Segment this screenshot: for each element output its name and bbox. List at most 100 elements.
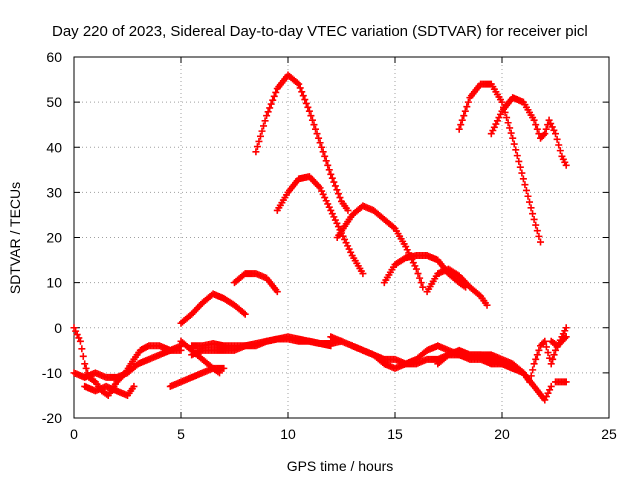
data-point (493, 117, 501, 125)
data-point (295, 80, 303, 88)
data-point (272, 88, 280, 96)
data-point (539, 131, 547, 139)
data-point (487, 130, 495, 138)
data-point (529, 210, 537, 218)
data-point (270, 92, 278, 100)
tick-labels: 0 5 10 15 20 25 -20 -10 0 10 20 30 40 50 60 (42, 49, 617, 442)
data-point (331, 182, 339, 190)
data-point (82, 364, 90, 372)
data-point (527, 372, 535, 380)
data-point (535, 346, 543, 354)
data-point (542, 343, 550, 351)
data-point (524, 192, 532, 200)
data-point (417, 279, 425, 287)
data-point (561, 334, 569, 342)
data-point (512, 146, 520, 154)
data-point (240, 309, 248, 317)
data-point (334, 190, 342, 198)
data-point (312, 125, 320, 133)
y-tick-label: 50 (46, 94, 62, 110)
data-point (75, 334, 83, 342)
data-point (344, 206, 352, 214)
data-point (321, 152, 329, 160)
series-arc-g (231, 270, 281, 296)
data-point (341, 235, 349, 243)
data-point (296, 84, 304, 92)
data-point (322, 197, 330, 205)
data-point (542, 125, 550, 133)
data-point (562, 324, 570, 332)
data-point (299, 92, 307, 100)
data-point (530, 215, 538, 223)
data-point (359, 270, 367, 278)
y-tick-label: 20 (46, 230, 62, 246)
data-point (545, 116, 553, 124)
data-point (321, 194, 329, 202)
axis-ticks (73, 56, 610, 419)
data-point (515, 157, 523, 165)
series-arc-o (552, 378, 570, 386)
data-point (258, 127, 266, 135)
data-point (539, 339, 547, 347)
data-point (532, 355, 540, 363)
data-point (241, 310, 249, 318)
y-tick-label: -10 (42, 365, 62, 381)
x-tick-label: 0 (70, 426, 78, 442)
data-point (260, 122, 268, 130)
data-point (549, 355, 557, 363)
data-point (463, 103, 471, 111)
x-tick-label: 10 (280, 426, 296, 442)
data-point (328, 210, 336, 218)
data-point (324, 200, 332, 208)
data-point (330, 178, 338, 186)
data-point (509, 134, 517, 142)
data-point (327, 170, 335, 178)
data-point (411, 262, 419, 270)
y-tick-label: -20 (42, 410, 62, 426)
data-point (342, 239, 350, 247)
data-point (475, 291, 483, 299)
data-point (532, 221, 540, 229)
y-tick-label: 40 (46, 139, 62, 155)
data-point (490, 123, 498, 131)
data-point (344, 242, 352, 250)
data-point (552, 130, 559, 138)
data-point (264, 108, 272, 116)
series-arc-q (273, 173, 367, 278)
data-point (336, 194, 344, 202)
data-point (507, 129, 515, 137)
data-point (330, 213, 338, 221)
data-point (464, 98, 472, 106)
data-point (331, 216, 339, 224)
data-point (562, 378, 570, 386)
data-point (522, 186, 530, 194)
data-point (562, 333, 570, 341)
series-arc-l (434, 346, 555, 404)
data-point (530, 116, 538, 124)
data-point (455, 125, 463, 133)
data-point (544, 389, 552, 397)
series-arc-f (177, 290, 249, 327)
data-point (533, 125, 541, 133)
data-point (541, 130, 549, 138)
data-point (267, 100, 275, 108)
data-point (273, 288, 281, 296)
data-point (269, 96, 277, 104)
data-point (533, 351, 541, 359)
chart-title: Day 220 of 2023, Sidereal Day-to-day VTE… (52, 23, 588, 40)
data-points (70, 71, 570, 404)
data-point (216, 369, 224, 377)
data-point (403, 246, 411, 254)
data-point (298, 88, 306, 96)
data-point (302, 99, 310, 107)
data-point (495, 114, 503, 122)
data-point (541, 337, 549, 345)
data-point (533, 227, 541, 235)
series-arc-b (70, 342, 185, 381)
series-arc-n (547, 333, 570, 350)
data-point (547, 360, 555, 368)
data-point (73, 331, 81, 339)
series-arc-p (252, 71, 352, 214)
x-tick-label: 15 (387, 426, 403, 442)
